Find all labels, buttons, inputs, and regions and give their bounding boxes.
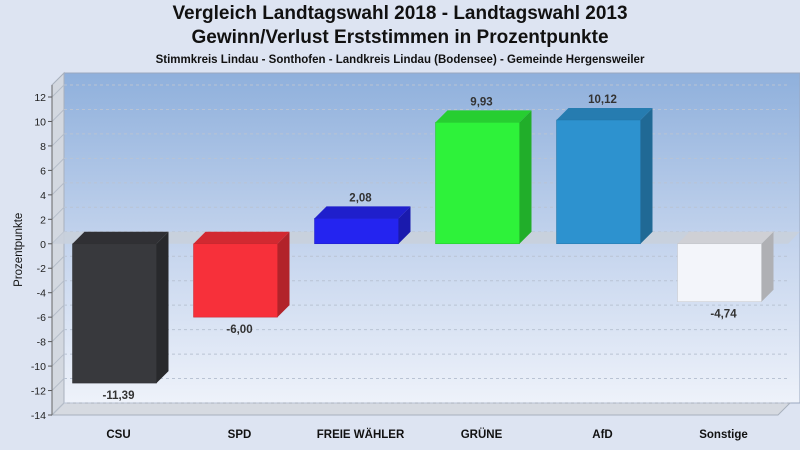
- grid-diagonal: [51, 84, 65, 98]
- chart-title-line1: Vergleich Landtagswahl 2018 - Landtagswa…: [172, 3, 628, 24]
- bar-front: [677, 243, 762, 302]
- chart-title-line2: Gewinn/Verlust Erststimmen in Prozentpun…: [191, 27, 609, 48]
- y-tick-label: -10: [31, 361, 46, 373]
- y-tick-label: 0: [40, 239, 46, 251]
- bar-top: [193, 231, 290, 244]
- bar-freie-w-hler: [314, 206, 411, 245]
- bar-afd: [556, 107, 653, 245]
- bar-front: [314, 218, 399, 245]
- y-tick-label: 6: [40, 165, 46, 177]
- grid-diagonal: [51, 402, 65, 416]
- grid-diagonal: [51, 280, 65, 294]
- y-tick-label: -2: [37, 263, 46, 275]
- y-tick-label: 2: [40, 214, 46, 226]
- floor: [50, 402, 792, 416]
- bar-front: [556, 119, 641, 245]
- data-label: 9,93: [470, 96, 492, 108]
- x-tick-label: FREIE WÄHLER: [317, 428, 405, 441]
- bar-top: [435, 110, 532, 123]
- data-label: 10,12: [588, 94, 617, 106]
- data-label: -11,39: [103, 390, 135, 402]
- y-tick-label: -8: [37, 337, 46, 349]
- x-tick-label: Sonstige: [699, 429, 748, 441]
- bar-top: [556, 107, 653, 120]
- bar-side: [398, 206, 411, 244]
- bar-side: [156, 231, 169, 384]
- bar-spd: [193, 231, 290, 318]
- bar-csu: [72, 231, 169, 384]
- y-tick-label: -14: [31, 410, 46, 422]
- y-tick-label: 10: [34, 116, 46, 128]
- bar-side: [640, 107, 653, 244]
- data-label: -6,00: [226, 324, 252, 336]
- bar-side: [761, 231, 774, 302]
- x-tick-label: CSU: [106, 429, 130, 441]
- x-tick-label: GRÜNE: [461, 428, 503, 441]
- y-tick-label: -6: [37, 312, 46, 324]
- bar-gr-ne: [435, 110, 532, 245]
- y-axis: 12 10 8 6 4 2 0 -2 -4 -6 -8 -10 -12 -14 Prozentpunkte: [13, 85, 53, 422]
- bars: [72, 107, 774, 384]
- grid-diagonal: [51, 182, 65, 196]
- grid-diagonal: [51, 206, 65, 220]
- bar-sonstige: [677, 231, 774, 302]
- x-tick-label: SPD: [228, 429, 252, 441]
- y-tick-label: 4: [40, 190, 46, 202]
- labels: -11,39 CSU -6,00 SPD 2,08 FREIE WÄHLER 9,93 GRÜ…: [103, 94, 748, 441]
- grid-diagonal: [51, 158, 65, 171]
- y-tick-label: -4: [37, 288, 46, 300]
- grid-diagonal: [51, 109, 65, 122]
- grid-diagonal: [51, 353, 65, 367]
- grid-diagonal: [51, 133, 65, 147]
- bar-front: [72, 243, 157, 384]
- grid-diagonal: [51, 378, 65, 391]
- grid-diagonal: [51, 329, 65, 342]
- y-tick-label: -12: [31, 386, 46, 398]
- grid-diagonal: [51, 255, 65, 269]
- y-tick-label: 12: [34, 92, 46, 104]
- bar-front: [193, 243, 278, 318]
- x-tick-label: AfD: [592, 429, 612, 441]
- chart-subtitle: Stimmkreis Lindau - Sonthofen - Landkrei…: [155, 54, 645, 66]
- y-axis-label: Prozentpunkte: [13, 213, 25, 287]
- data-label: 2,08: [349, 192, 372, 204]
- data-label: -4,74: [710, 309, 737, 321]
- grid-diagonal: [51, 304, 65, 318]
- bar-side: [519, 110, 532, 244]
- y-tick-label: 8: [40, 141, 46, 153]
- bar-top: [72, 231, 169, 244]
- bar-side: [277, 231, 290, 318]
- bar-front: [435, 122, 520, 245]
- bar-top: [677, 231, 774, 244]
- bar-top: [314, 206, 411, 219]
